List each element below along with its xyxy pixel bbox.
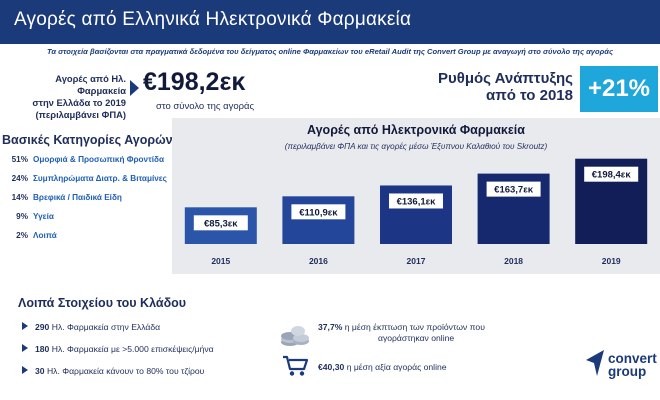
- fact-item: 180 Ηλ. Φαρμακεία με >5.000 επισκέψεις/μ…: [22, 344, 214, 358]
- category-row: 14% Βρεφικά / Παιδικά Είδη: [2, 193, 122, 209]
- total-note: στο σύνολο της αγοράς: [156, 101, 255, 112]
- chart-subtitle: (περιλαμβάνει ΦΠΑ και τις αγορές μέσω Έξ…: [284, 142, 548, 151]
- growth-label: Ρυθμός Ανάπτυξης από το 2018: [438, 70, 573, 104]
- category-row: 9% Υγεία: [2, 212, 54, 228]
- category-percent: 24%: [11, 174, 28, 183]
- shopping-cart-icon: [283, 355, 309, 376]
- industry-facts-title: Λοιπά Στοιχείου του Κλάδου: [18, 296, 187, 310]
- x-tick-label-2018: 2018: [504, 256, 523, 266]
- data-label-box-2016: [291, 204, 346, 220]
- categories-title: Βασικές Κατηγορίες Αγορών: [2, 133, 173, 147]
- data-label-2015: €85,3εκ: [204, 218, 238, 229]
- category-name: Λοιπά: [33, 231, 57, 240]
- x-tick-label-2019: 2019: [602, 256, 621, 266]
- fact-item: 290 Ηλ. Φαρμακεία στην Ελλάδα: [22, 322, 160, 336]
- growth-badge: +21%: [580, 66, 658, 112]
- triangle-bullet-icon: [22, 344, 28, 352]
- category-name: Συμπληρώματα Διατρ. & Βιταμίνες: [33, 174, 167, 183]
- total-value: €198,2εκ: [143, 68, 246, 96]
- x-tick-label-2017: 2017: [407, 256, 426, 266]
- convert-group-logo: convert group: [584, 346, 660, 400]
- triangle-bullet-icon: [22, 366, 28, 374]
- category-row: 51% Ομορφιά & Προσωπική Φροντίδα: [2, 155, 164, 171]
- page-title: Αγορές από Ελληνικά Ηλεκτρονικά Φαρμακεί…: [14, 9, 412, 30]
- data-label-box-2015: [193, 215, 248, 231]
- coins-icon: [281, 326, 309, 346]
- stat-discount: 37,7% η μέση έκπτωση των προϊόντων που α…: [318, 322, 485, 343]
- category-row: 2% Λοιπά: [2, 231, 57, 247]
- total-label: Αγορές από Ηλ. Φαρμακεία στην Ελλάδα το …: [32, 73, 126, 120]
- bar-chart: €85,3εκ 2015 €110,9εκ 2016 €136,1εκ 2017 €163,…: [184, 158, 648, 266]
- x-tick-label-2016: 2016: [309, 256, 328, 266]
- logo-arrow-icon: [586, 350, 604, 376]
- chart-title: Αγορές από Ηλεκτρονικά Φαρμακεία: [307, 123, 525, 137]
- category-name: Υγεία: [33, 212, 54, 221]
- category-percent: 2%: [16, 231, 28, 240]
- page-subtitle: Τα στοιχεία βασίζονται στα πραγματικά δε…: [46, 47, 614, 56]
- category-name: Ομορφιά & Προσωπική Φροντίδα: [33, 155, 164, 164]
- category-percent: 51%: [11, 155, 28, 164]
- triangle-bullet-icon: [22, 322, 28, 330]
- x-tick-label-2015: 2015: [211, 256, 230, 266]
- data-label-box-2017: [389, 193, 443, 209]
- data-label-2018: €163,7εκ: [494, 185, 534, 196]
- data-label-2019: €198,4εκ: [592, 170, 632, 181]
- data-label-2017: €136,1εκ: [397, 196, 437, 207]
- total-arrow-icon: [130, 80, 139, 96]
- data-label-2016: €110,9εκ: [299, 207, 338, 218]
- stat-average-order: €40,30 η μέση αξία αγοράς online: [318, 362, 447, 372]
- header-bar: Αγορές από Ελληνικά Ηλεκτρονικά Φαρμακεί…: [0, 0, 660, 44]
- bar-2016: [282, 196, 355, 244]
- category-percent: 9%: [16, 212, 28, 221]
- data-label-box-2018: [486, 181, 541, 197]
- category-row: 24% Συμπληρώματα Διατρ. & Βιταμίνες: [2, 174, 167, 190]
- category-percent: 14%: [11, 193, 28, 202]
- data-label-box-2019: [584, 166, 639, 182]
- category-name: Βρεφικά / Παιδικά Είδη: [33, 193, 122, 202]
- fact-item: 30 Ηλ. Φαρμακεία κάνουν το 80% του τζίρο…: [22, 366, 204, 380]
